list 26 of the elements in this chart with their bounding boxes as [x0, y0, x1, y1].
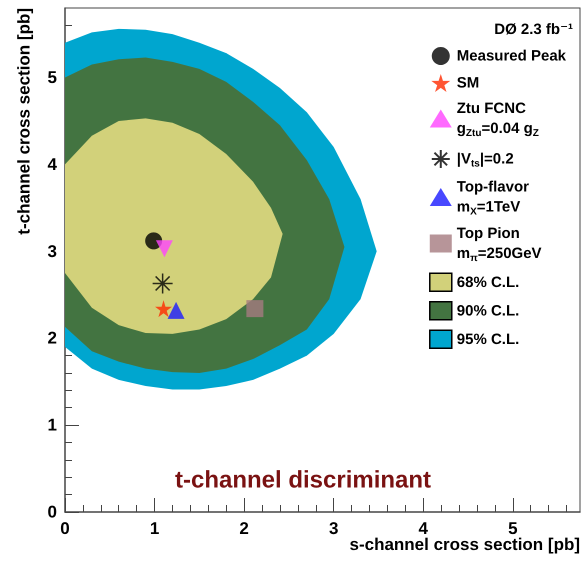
point [152, 272, 174, 294]
point [156, 240, 173, 258]
x-tick-label: 1 [150, 519, 160, 538]
legend-label: SM [456, 74, 480, 92]
x-tick-label: 0 [60, 519, 70, 538]
legend-label: 68% C.L. [456, 274, 520, 291]
y-tick-label: 3 [48, 242, 57, 261]
point [168, 302, 185, 319]
legend-label: 90% C.L. [456, 302, 520, 320]
y-axis-title: t-channel cross section [pb] [14, 8, 34, 235]
x-axis-title: s-channel cross section [pb] [350, 535, 580, 554]
x-tick-label: 2 [239, 519, 249, 538]
y-tick-label: 4 [48, 154, 58, 174]
y-tick-label: 0 [48, 502, 57, 522]
y-tick-label: 2 [48, 328, 57, 348]
x-tick-label: 3 [328, 519, 338, 538]
legend-label: Measured Peak [456, 48, 567, 64]
legend-label: 95% C.L. [456, 330, 520, 348]
annotation: t-channel discriminant [175, 466, 432, 494]
y-tick-label: 1 [48, 416, 57, 435]
y-tick-label: 5 [48, 68, 57, 88]
point [246, 300, 264, 318]
x-tick-label: 4 [418, 519, 429, 538]
point [155, 300, 172, 318]
legend-title: DØ 2.3 fb⁻¹ [494, 21, 574, 38]
x-tick-label: 5 [508, 519, 518, 538]
